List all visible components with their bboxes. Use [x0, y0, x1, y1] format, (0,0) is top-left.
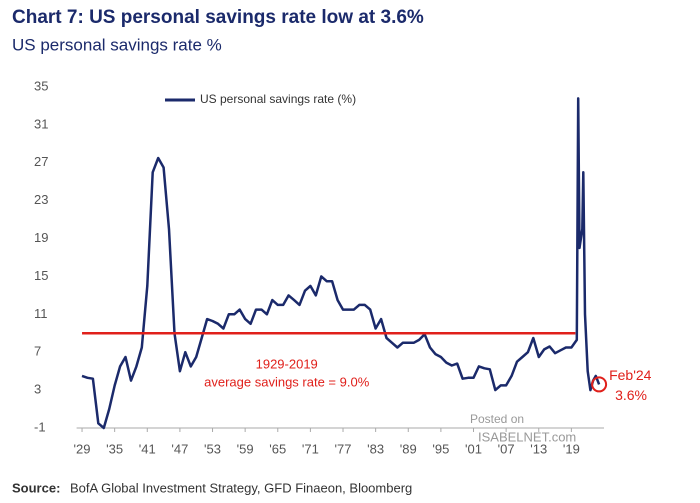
y-tick-label: 31 [34, 116, 48, 131]
x-tick-label: '01 [465, 441, 482, 456]
y-tick-label: 3 [34, 382, 41, 397]
x-tick-label: '89 [400, 441, 417, 456]
y-tick-label: 35 [34, 78, 48, 93]
x-tick-label: '65 [269, 441, 286, 456]
x-tick-label: '41 [139, 441, 156, 456]
reference-label: 1929-2019 [256, 357, 318, 372]
watermark: Posted on [470, 412, 524, 426]
y-tick-label: 19 [34, 230, 48, 245]
x-tick-label: '19 [563, 441, 580, 456]
x-tick-label: '95 [432, 441, 449, 456]
x-tick-label: '53 [204, 441, 221, 456]
x-tick-label: '77 [335, 441, 352, 456]
y-tick-label: -1 [34, 419, 46, 434]
x-tick-label: '71 [302, 441, 319, 456]
x-tick-label: '35 [106, 441, 123, 456]
x-tick-label: '47 [171, 441, 188, 456]
end-label: 3.6% [615, 387, 647, 403]
source: BofA Global Investment Strategy, GFD Fin… [70, 480, 412, 495]
x-tick-label: '83 [367, 441, 384, 456]
y-tick-label: 23 [34, 192, 48, 207]
end-label: Feb'24 [609, 367, 652, 383]
chart-title: Chart 7: US personal savings rate low at… [12, 7, 424, 28]
x-tick-label: '59 [237, 441, 254, 456]
x-tick-label: '13 [530, 441, 547, 456]
y-tick-label: 7 [34, 344, 41, 359]
end-marker [591, 376, 608, 393]
reference-label: average savings rate = 9.0% [204, 375, 370, 390]
y-tick-label: 15 [34, 268, 48, 283]
series-line [81, 97, 601, 430]
legend-label: US personal savings rate (%) [200, 92, 356, 106]
x-tick-label: '29 [74, 441, 91, 456]
x-tick-label: '07 [498, 441, 515, 456]
chart-subtitle: US personal savings rate % [12, 35, 222, 54]
source-label: Source: [12, 480, 60, 495]
watermark: ISABELNET.com [478, 429, 576, 444]
y-tick-label: 11 [34, 306, 48, 321]
y-tick-label: 27 [34, 154, 48, 169]
